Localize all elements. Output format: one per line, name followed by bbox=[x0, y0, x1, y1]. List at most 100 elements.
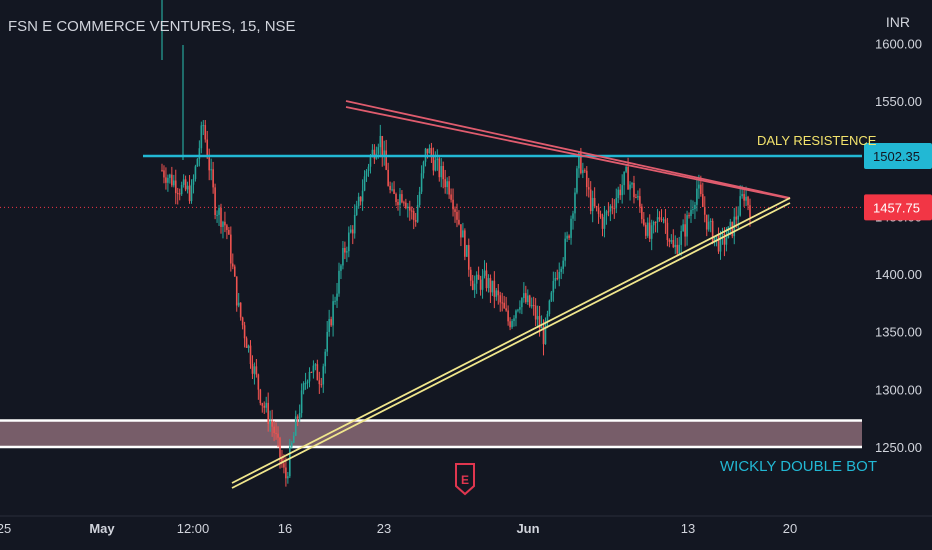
candle-body bbox=[206, 139, 209, 158]
candle-body bbox=[416, 204, 419, 222]
candle-body bbox=[338, 270, 340, 294]
candle-body bbox=[365, 170, 368, 177]
candle-body bbox=[635, 197, 637, 199]
candle-body bbox=[491, 280, 494, 293]
candle-body bbox=[601, 217, 604, 229]
candle-body bbox=[462, 230, 464, 238]
candle-body bbox=[574, 192, 576, 214]
candle-body bbox=[446, 181, 448, 188]
ascending-trendline bbox=[231, 197, 791, 484]
candle-body bbox=[383, 150, 386, 158]
candle-body bbox=[475, 274, 478, 284]
x-tick-label: 13 bbox=[681, 521, 695, 536]
candle-body bbox=[438, 158, 441, 178]
candle-body bbox=[703, 206, 706, 215]
candle-body bbox=[692, 209, 694, 211]
candle-body bbox=[711, 220, 714, 243]
candle-body bbox=[664, 219, 667, 223]
candle-body bbox=[340, 265, 342, 271]
candle-body bbox=[644, 224, 647, 236]
candle-body bbox=[312, 365, 315, 373]
candle-body bbox=[412, 210, 415, 221]
candle-body bbox=[507, 310, 509, 322]
candle-body bbox=[546, 313, 549, 321]
candle-body bbox=[426, 148, 429, 154]
earnings-event-marker bbox=[455, 463, 475, 496]
resistance-label: DALY RESISTENCE bbox=[757, 133, 877, 148]
candle-body bbox=[566, 235, 568, 239]
candle-body bbox=[410, 210, 413, 212]
candle-body bbox=[432, 156, 435, 171]
candle-body bbox=[552, 280, 555, 293]
candle-body bbox=[619, 189, 622, 196]
candle-body bbox=[336, 293, 338, 301]
candle-body bbox=[220, 207, 222, 227]
candle-body bbox=[430, 148, 433, 157]
candle-body bbox=[452, 199, 454, 210]
candle-body bbox=[460, 224, 462, 238]
candle-body bbox=[515, 310, 517, 319]
candle-body bbox=[721, 233, 724, 236]
candle-body bbox=[216, 214, 218, 216]
candle-body bbox=[639, 196, 641, 207]
candle-body bbox=[353, 214, 356, 234]
currency-label[interactable]: INR bbox=[885, 14, 910, 30]
candle-body bbox=[676, 244, 679, 254]
candle-body bbox=[503, 302, 505, 309]
candle-body bbox=[562, 260, 564, 269]
descending-trendline bbox=[345, 106, 791, 200]
candle-body bbox=[469, 269, 472, 281]
candle-body bbox=[523, 293, 525, 299]
candle-body bbox=[658, 217, 661, 220]
chart-title: FSN E COMMERCE VENTURES, 15, NSE bbox=[8, 18, 296, 35]
candle-body bbox=[662, 219, 665, 221]
candle-body bbox=[373, 149, 376, 159]
candle-body bbox=[672, 240, 675, 248]
candle-body bbox=[180, 184, 183, 194]
candle-body bbox=[342, 248, 344, 266]
candle-body bbox=[222, 221, 224, 227]
candle-body bbox=[466, 245, 468, 257]
candle-body bbox=[471, 280, 474, 290]
candle-body bbox=[666, 222, 669, 241]
candle-body bbox=[436, 158, 439, 161]
candle-body bbox=[334, 300, 336, 302]
candle-body bbox=[422, 161, 425, 174]
candle-body bbox=[231, 263, 234, 267]
candle-body bbox=[493, 280, 496, 297]
candle-body bbox=[393, 189, 395, 194]
candle-body bbox=[609, 206, 612, 212]
candle-body bbox=[686, 215, 688, 237]
candle-body bbox=[228, 229, 230, 235]
candle-body bbox=[725, 238, 728, 245]
candle-body bbox=[255, 366, 258, 375]
candle-body bbox=[729, 221, 732, 227]
candle-body bbox=[696, 188, 698, 205]
candle-body bbox=[617, 189, 620, 199]
candle-body bbox=[328, 319, 330, 332]
candle-body bbox=[558, 271, 561, 279]
price-axis-bg bbox=[862, 0, 932, 550]
candle-body bbox=[442, 166, 445, 180]
candle-body bbox=[674, 244, 677, 248]
candle-body bbox=[407, 206, 409, 209]
candle-body bbox=[613, 208, 616, 210]
candle-body bbox=[587, 187, 590, 190]
candle-body bbox=[283, 463, 285, 468]
candle-body bbox=[532, 305, 535, 307]
candle-body bbox=[359, 196, 362, 202]
candle-body bbox=[511, 321, 513, 328]
candle-body bbox=[631, 183, 633, 185]
candle-body bbox=[171, 174, 173, 186]
candle-body bbox=[233, 266, 236, 277]
candle-body bbox=[629, 184, 631, 190]
candle-body bbox=[584, 170, 586, 172]
candle-body bbox=[554, 278, 557, 281]
candle-body bbox=[308, 371, 311, 382]
y-tick-label: 1550.00 bbox=[875, 94, 922, 109]
candle-body bbox=[363, 176, 366, 191]
candle-body bbox=[408, 206, 411, 211]
candle-body bbox=[589, 189, 592, 212]
candle-body bbox=[489, 278, 492, 293]
